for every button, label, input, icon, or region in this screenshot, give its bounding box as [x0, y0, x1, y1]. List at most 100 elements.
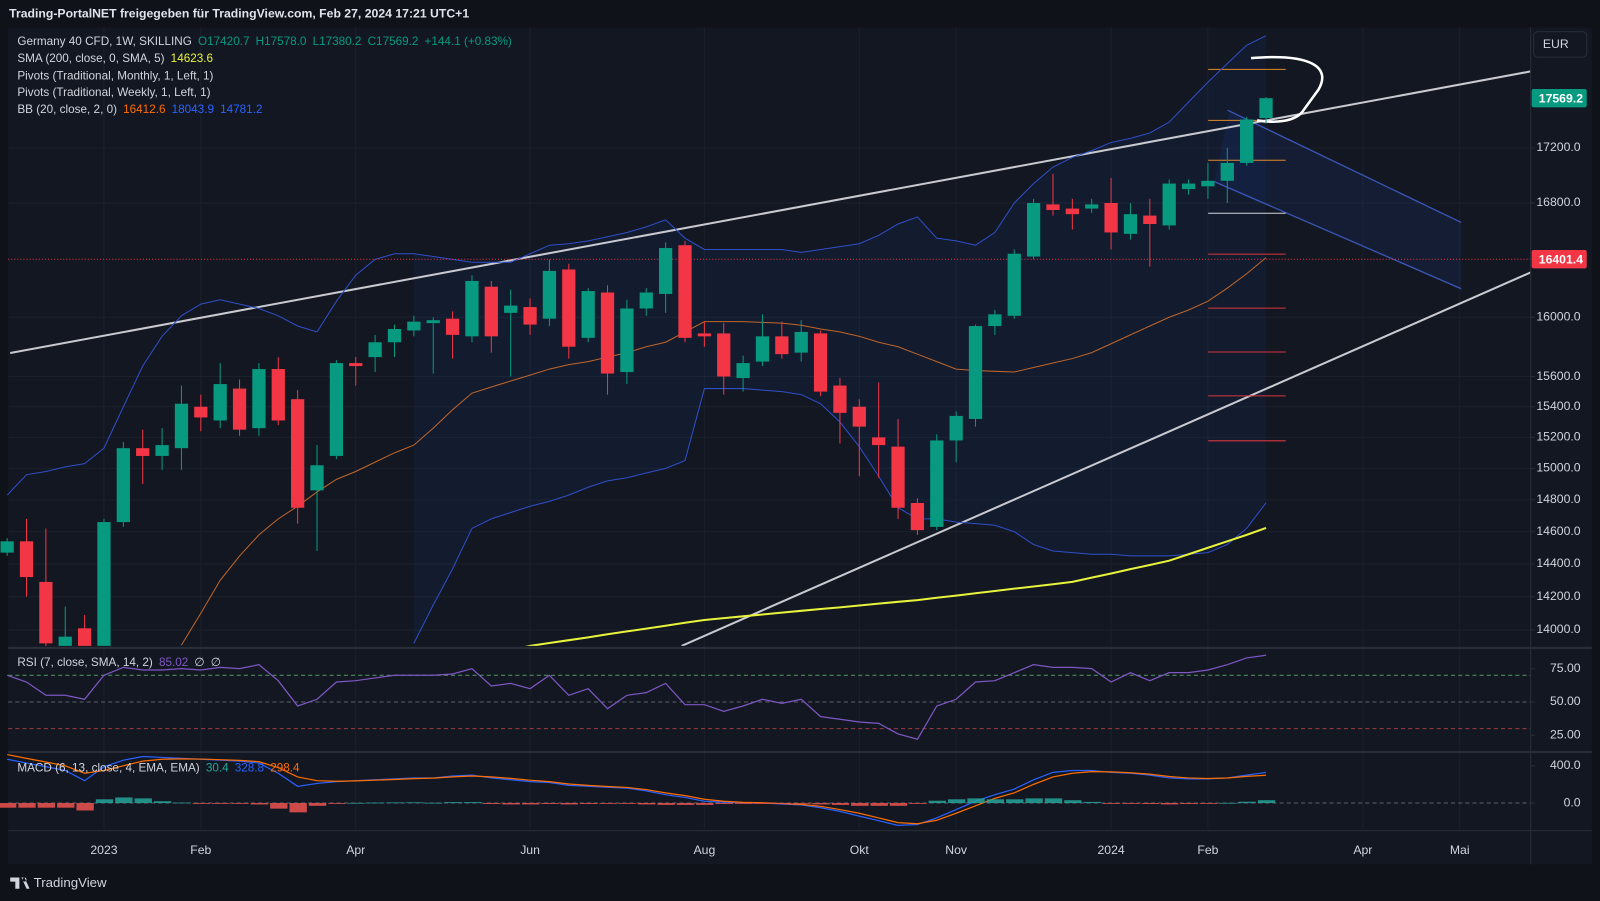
macd-histogram-bar: [657, 803, 675, 805]
candle-body: [988, 314, 1002, 327]
candle-body: [252, 369, 266, 429]
candle-body: [794, 331, 808, 353]
candle-body: [542, 270, 557, 319]
macd-histogram-bar: [967, 798, 985, 804]
y-tick-label: 16800.0: [1536, 195, 1580, 209]
candle-body: [0, 541, 14, 553]
macd-histogram-bar: [1064, 800, 1082, 804]
y-tick-label: 14400.0: [1536, 556, 1580, 570]
price-label-box: [1531, 88, 1587, 108]
candle-body: [775, 336, 789, 355]
candle-body: [155, 445, 169, 456]
signal-line: [7, 754, 1267, 825]
macd-histogram-bar: [1180, 803, 1198, 804]
macd-histogram-bar: [308, 803, 327, 806]
indicator-value: ∅: [194, 656, 204, 669]
indicator-value: 30.4: [206, 761, 229, 774]
candle-body: [1240, 119, 1254, 163]
candle-body: [562, 269, 576, 347]
macd-histogram-bar: [986, 799, 1005, 804]
candle-body: [717, 333, 731, 377]
y-tick-label: 14000.0: [1536, 622, 1580, 636]
header: Trading-PortalNET freigegeben für Tradin…: [9, 7, 469, 21]
candle-body: [329, 363, 344, 456]
drawings: [10, 55, 1531, 646]
macd-histogram-bar: [18, 803, 36, 808]
channel-line: [1227, 109, 1462, 224]
macd-histogram-bar: [754, 803, 772, 804]
macd-histogram-bar: [328, 803, 346, 804]
trendline: [681, 271, 1531, 646]
candle-body: [949, 415, 963, 441]
rsi-line: [6, 654, 1267, 740]
legend-line: Germany 40 CFD, 1W, SKILLING O17420.7 H175…: [17, 35, 512, 48]
indicator-value: 18043.9: [172, 103, 214, 116]
macd-histogram-bar: [463, 802, 482, 804]
macd-histogram-bar: [115, 797, 133, 804]
axes: 17200.0 16800.0 16000.0 15600.0 15400.0 15200…: [90, 88, 1587, 857]
candle-body: [1201, 180, 1215, 187]
macd-histogram-bar: [483, 803, 501, 804]
macd-histogram-bar: [1199, 803, 1218, 804]
x-tick-label: Apr: [346, 843, 365, 857]
macd-histogram-bar: [366, 802, 385, 804]
x-tick-label: Apr: [1353, 843, 1372, 857]
macd-histogram-bar: [405, 802, 424, 804]
macd-histogram-bar: [638, 803, 656, 805]
x-tick-label: 2023: [90, 843, 117, 857]
channel-line: [1214, 181, 1462, 290]
candle-body: [1026, 202, 1041, 257]
macd-histogram-bar: [425, 802, 443, 804]
chart-area: [8, 27, 1592, 865]
candle-body: [310, 465, 324, 491]
macd-histogram-bar: [57, 803, 75, 808]
macd-histogram-bar: [715, 803, 733, 804]
x-tick-label: Nov: [945, 843, 968, 857]
macd-histogram-bar: [1006, 799, 1024, 804]
currency-button[interactable]: [1533, 31, 1588, 58]
ohlc: L17380.2: [313, 35, 362, 48]
macd-histogram-bar: [153, 801, 172, 804]
footer: TradingView: [10, 875, 107, 890]
candle-body: [349, 363, 363, 367]
logo: [10, 877, 30, 889]
macd-histogram-bar: [134, 798, 152, 804]
macd-histogram-bar: [1161, 803, 1179, 805]
candle-body: [1162, 183, 1176, 226]
macd-histogram-bar: [76, 803, 94, 811]
candle-body: [58, 636, 72, 646]
candle-body: [484, 286, 498, 337]
macd-histogram-bar: [212, 803, 230, 804]
legend-line: Pivots (Traditional, Weekly, 1, Left, 1): [17, 86, 210, 99]
candle-body: [523, 307, 537, 325]
candle-body: [97, 522, 111, 646]
indicator: BB (20, close, 2, 0): [17, 103, 117, 116]
candle-body: [213, 384, 227, 421]
macd-histogram-bar: [270, 803, 288, 809]
legend: Germany 40 CFD, 1W, SKILLING O17420.7 H175…: [17, 35, 512, 775]
y-tick-label: 400.0: [1550, 758, 1581, 772]
candle-body: [813, 333, 828, 392]
y-tick-label: 16000.0: [1536, 309, 1580, 323]
candle-body: [872, 437, 886, 446]
candle-body: [852, 406, 866, 427]
candle-body: [1046, 204, 1060, 210]
macd-histogram-bar: [231, 803, 249, 804]
candle-body: [504, 305, 518, 313]
indicator: MACD (6, 13, close, 4, EMA, EMA): [17, 761, 199, 774]
y-tick-label: 15600.0: [1536, 369, 1580, 383]
y-tick-label: 0.0: [1564, 795, 1581, 809]
indicator-value: 298.4: [270, 761, 300, 774]
macd-histogram-bar: [812, 803, 830, 805]
candle-body: [387, 328, 402, 343]
indicator-value: 14623.6: [171, 52, 213, 65]
candle-body: [659, 248, 673, 294]
candle-body: [678, 245, 692, 338]
candle-body: [891, 446, 905, 508]
candle-body: [1007, 253, 1021, 316]
indicator-value: 16412.6: [123, 103, 165, 116]
grid: [8, 27, 1531, 829]
currency[interactable]: EUR: [1543, 37, 1569, 51]
candle-body: [368, 342, 382, 358]
candle-body: [194, 406, 208, 418]
